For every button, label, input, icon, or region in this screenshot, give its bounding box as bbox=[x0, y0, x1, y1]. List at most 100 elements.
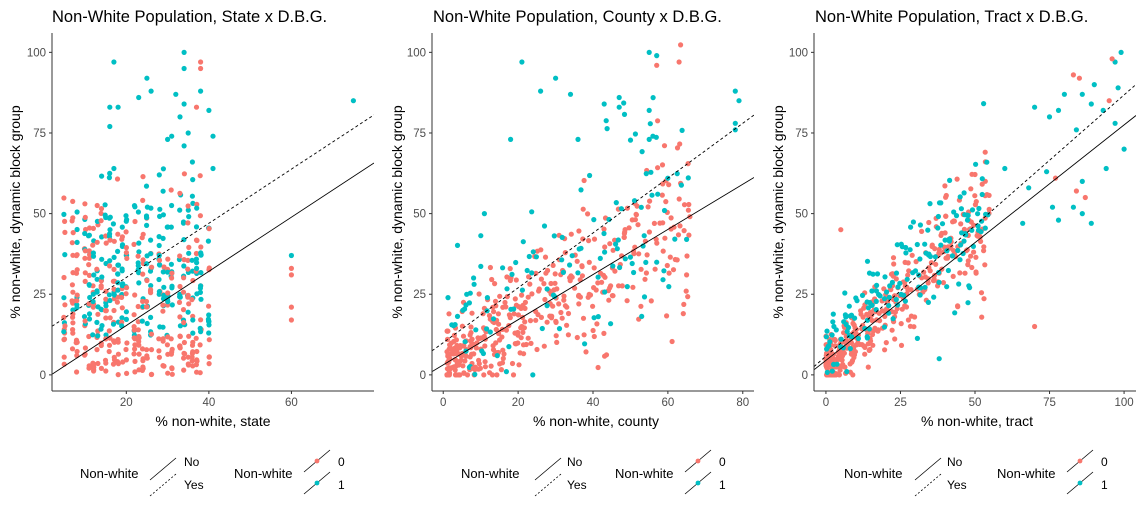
data-point bbox=[664, 313, 670, 319]
data-point bbox=[966, 283, 972, 289]
data-point bbox=[867, 300, 873, 306]
data-point bbox=[978, 238, 984, 244]
data-point bbox=[587, 292, 594, 298]
data-point bbox=[186, 244, 192, 250]
data-point bbox=[646, 136, 652, 142]
data-point bbox=[99, 256, 105, 262]
data-point bbox=[190, 277, 196, 284]
data-point bbox=[526, 253, 532, 260]
data-point bbox=[1046, 114, 1053, 120]
data-point bbox=[936, 269, 942, 276]
data-point bbox=[567, 278, 573, 284]
data-point bbox=[539, 325, 545, 332]
data-point bbox=[979, 176, 985, 182]
data-point bbox=[586, 259, 592, 265]
data-point bbox=[882, 274, 888, 280]
data-point bbox=[622, 229, 628, 235]
data-point bbox=[662, 235, 668, 241]
data-point bbox=[926, 252, 932, 258]
data-point bbox=[143, 298, 150, 305]
data-point bbox=[1100, 107, 1106, 113]
data-point bbox=[886, 303, 892, 309]
data-point bbox=[136, 270, 142, 276]
data-point bbox=[686, 232, 692, 238]
data-point bbox=[82, 278, 88, 284]
panel-title-tract: Non-White Population, Tract x D.B.G. bbox=[815, 8, 1088, 26]
legend-line-item-yes: Yes bbox=[567, 478, 587, 492]
data-point bbox=[86, 333, 92, 340]
data-point bbox=[476, 366, 482, 372]
data-point bbox=[193, 335, 199, 341]
data-point bbox=[938, 242, 944, 248]
data-point bbox=[869, 317, 875, 324]
data-point bbox=[1032, 104, 1038, 110]
data-point bbox=[538, 276, 545, 282]
data-point bbox=[70, 230, 76, 236]
legend-point-item-1: 1 bbox=[719, 478, 726, 492]
data-point bbox=[61, 314, 67, 320]
data-point bbox=[124, 217, 130, 223]
data-point bbox=[107, 315, 113, 321]
data-point bbox=[74, 267, 80, 273]
data-point bbox=[468, 324, 474, 330]
data-point bbox=[829, 368, 835, 374]
data-point bbox=[180, 289, 187, 295]
data-point bbox=[824, 328, 830, 334]
data-point bbox=[644, 252, 650, 258]
data-point bbox=[460, 363, 466, 369]
legend-point-item-0: 0 bbox=[1101, 455, 1108, 469]
data-point bbox=[619, 253, 625, 259]
data-point bbox=[894, 242, 900, 248]
data-point bbox=[61, 329, 67, 335]
data-point bbox=[140, 174, 146, 180]
data-point bbox=[94, 347, 100, 353]
data-point bbox=[838, 336, 844, 342]
data-point bbox=[140, 298, 146, 304]
data-point bbox=[86, 225, 93, 231]
data-point bbox=[643, 270, 650, 276]
data-point bbox=[198, 317, 204, 323]
data-point bbox=[453, 337, 459, 343]
data-point bbox=[603, 352, 610, 358]
legend-point-key-0 bbox=[314, 458, 320, 464]
data-point bbox=[981, 296, 987, 302]
data-point bbox=[469, 310, 475, 316]
data-point bbox=[874, 271, 881, 277]
data-point bbox=[979, 218, 985, 224]
data-point bbox=[181, 237, 187, 243]
data-point bbox=[98, 206, 105, 212]
data-point bbox=[528, 340, 534, 346]
data-point bbox=[675, 232, 682, 238]
data-point bbox=[527, 281, 533, 287]
data-point bbox=[542, 254, 549, 260]
data-point bbox=[538, 88, 544, 94]
data-point bbox=[925, 280, 931, 286]
legend-point-key-1 bbox=[314, 480, 320, 486]
data-point bbox=[905, 260, 911, 266]
data-point bbox=[177, 345, 183, 351]
data-point bbox=[732, 127, 738, 133]
data-point bbox=[843, 321, 849, 328]
data-point bbox=[135, 303, 141, 310]
data-point bbox=[631, 248, 637, 254]
data-point bbox=[641, 294, 648, 300]
data-point bbox=[677, 141, 683, 147]
data-point bbox=[686, 201, 692, 208]
data-point bbox=[119, 319, 125, 325]
data-point bbox=[512, 296, 518, 302]
data-point bbox=[642, 276, 648, 282]
y-tick-label: 100 bbox=[27, 47, 46, 59]
legend-line-item-no: No bbox=[947, 455, 963, 469]
data-point bbox=[869, 288, 875, 294]
data-point bbox=[614, 246, 620, 252]
data-point bbox=[144, 75, 150, 81]
points-tract bbox=[823, 49, 1127, 378]
data-point bbox=[161, 363, 167, 369]
data-point bbox=[865, 364, 871, 370]
y-tick-label: 75 bbox=[413, 128, 426, 140]
data-point bbox=[981, 101, 987, 107]
data-point bbox=[473, 345, 479, 351]
data-point bbox=[940, 280, 947, 286]
data-point bbox=[568, 273, 574, 279]
data-point bbox=[827, 339, 833, 345]
